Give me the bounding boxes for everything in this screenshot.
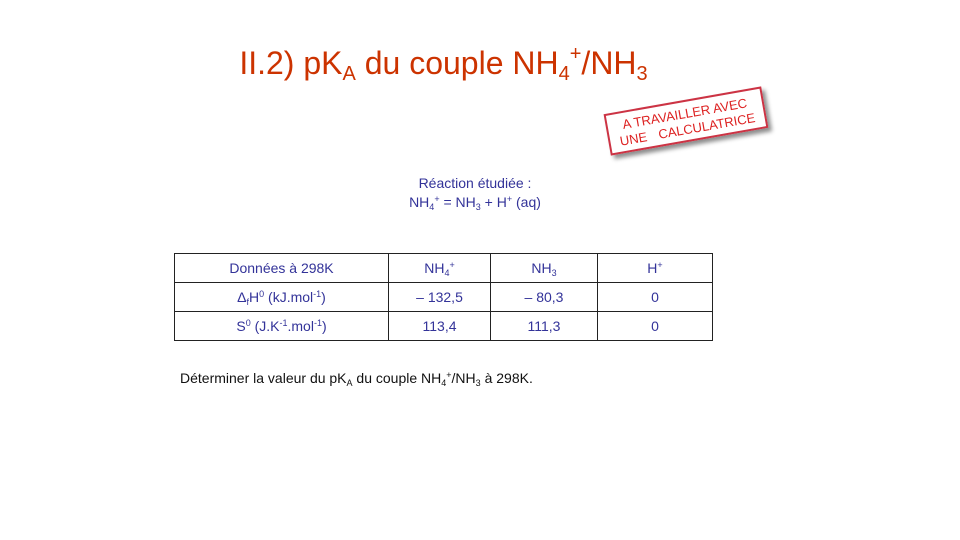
reaction-label: Réaction étudiée : — [418, 175, 532, 191]
header-label-cell: Données à 298K — [174, 253, 389, 283]
title-subscript: A — [342, 63, 356, 85]
title-subscript: 4 — [558, 63, 570, 85]
table-cell: – 80,3 — [490, 282, 598, 312]
row-label-enthalpy: ΔfH0 (kJ.mol-1) — [174, 282, 389, 312]
calculator-stamp: A TRAVAILLER AVEC UNE CALCULATRICE — [603, 86, 769, 156]
slide-title: II.2) pKA du couple NH4+/NH3 — [239, 43, 648, 85]
table-cell: 113,4 — [388, 311, 491, 341]
header-nh3-cell: NH3 — [490, 253, 598, 283]
header-nh4-cell: NH4+ — [388, 253, 491, 283]
table-cell: 0 — [597, 311, 713, 341]
table-row: ΔfH0 (kJ.mol-1) – 132,5 – 80,3 0 — [174, 282, 713, 312]
header-h-cell: H+ — [597, 253, 713, 283]
title-subscript: 3 — [636, 63, 648, 85]
table-cell: – 132,5 — [388, 282, 491, 312]
thermo-data-table: Données à 298K NH4+ NH3 H+ ΔfH0 (kJ.mol-… — [174, 253, 713, 341]
table-header-row: Données à 298K NH4+ NH3 H+ — [174, 253, 713, 283]
reaction-block: Réaction étudiée : NH4+ = NH3 + H+ (aq) — [300, 174, 650, 212]
title-superscript: + — [569, 43, 582, 65]
table-cell: 0 — [597, 282, 713, 312]
table-row: S0 (J.K-1.mol-1) 113,4 111,3 0 — [174, 311, 713, 341]
row-label-entropy: S0 (J.K-1.mol-1) — [174, 311, 389, 341]
table-cell: 111,3 — [490, 311, 598, 341]
reaction-equation: NH4+ = NH3 + H+ (aq) — [409, 194, 541, 212]
question-text: Déterminer la valeur du pKA du couple NH… — [180, 370, 533, 388]
